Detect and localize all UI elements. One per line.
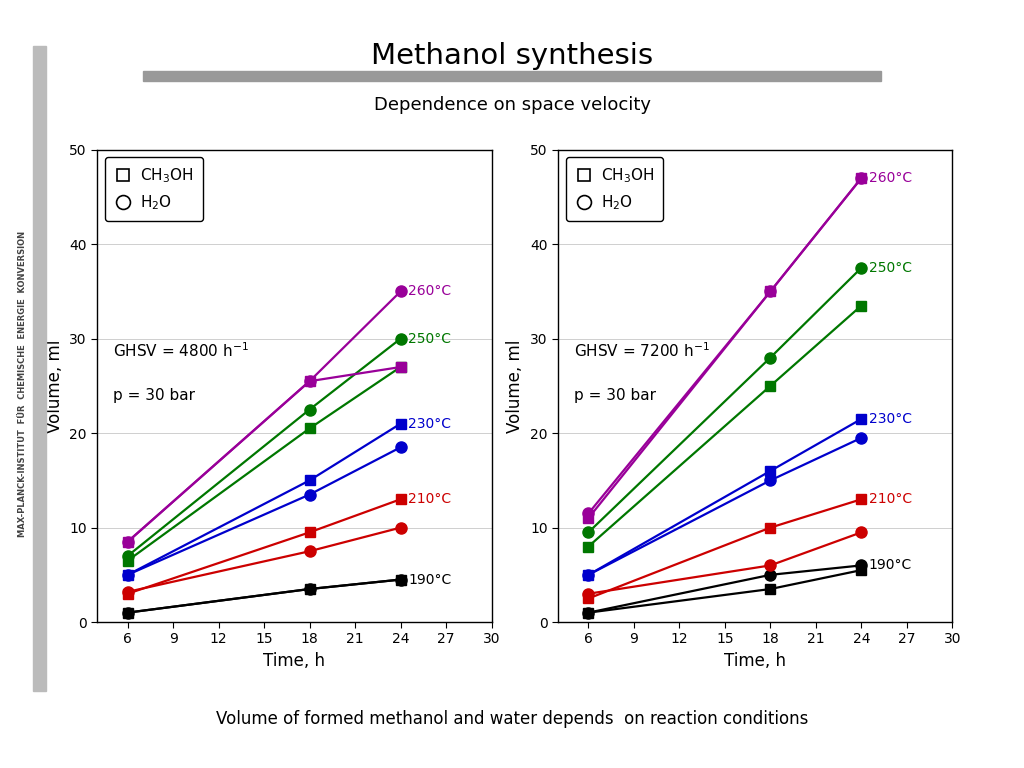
X-axis label: Time, h: Time, h (724, 652, 786, 670)
Text: GHSV = 4800 h$^{-1}$: GHSV = 4800 h$^{-1}$ (113, 341, 249, 359)
Text: GHSV = 7200 h$^{-1}$: GHSV = 7200 h$^{-1}$ (573, 341, 710, 359)
Text: 250°C: 250°C (869, 261, 912, 275)
Text: p = 30 bar: p = 30 bar (573, 389, 655, 403)
Y-axis label: Volume, ml: Volume, ml (46, 339, 63, 432)
X-axis label: Time, h: Time, h (263, 652, 326, 670)
Text: Dependence on space velocity: Dependence on space velocity (374, 96, 650, 114)
Text: Volume of formed methanol and water depends  on reaction conditions: Volume of formed methanol and water depe… (216, 710, 808, 728)
Text: 260°C: 260°C (409, 284, 452, 299)
Text: 250°C: 250°C (409, 332, 452, 346)
Text: 230°C: 230°C (869, 412, 912, 426)
Text: 210°C: 210°C (869, 492, 912, 506)
Legend: CH$_3$OH, H$_2$O: CH$_3$OH, H$_2$O (565, 157, 664, 220)
Text: 190°C: 190°C (409, 573, 452, 587)
Legend: CH$_3$OH, H$_2$O: CH$_3$OH, H$_2$O (104, 157, 203, 220)
Y-axis label: Volume, ml: Volume, ml (507, 339, 524, 432)
Text: 260°C: 260°C (869, 171, 912, 185)
Text: 190°C: 190°C (869, 558, 912, 572)
Text: Methanol synthesis: Methanol synthesis (371, 42, 653, 70)
Text: 210°C: 210°C (409, 492, 452, 506)
Text: MAX-PLANCK-INSTITUT  FÜR  CHEMISCHE  ENERGIE  KONVERSION: MAX-PLANCK-INSTITUT FÜR CHEMISCHE ENERGI… (18, 231, 27, 537)
Text: p = 30 bar: p = 30 bar (113, 389, 195, 403)
Text: 230°C: 230°C (409, 417, 452, 431)
